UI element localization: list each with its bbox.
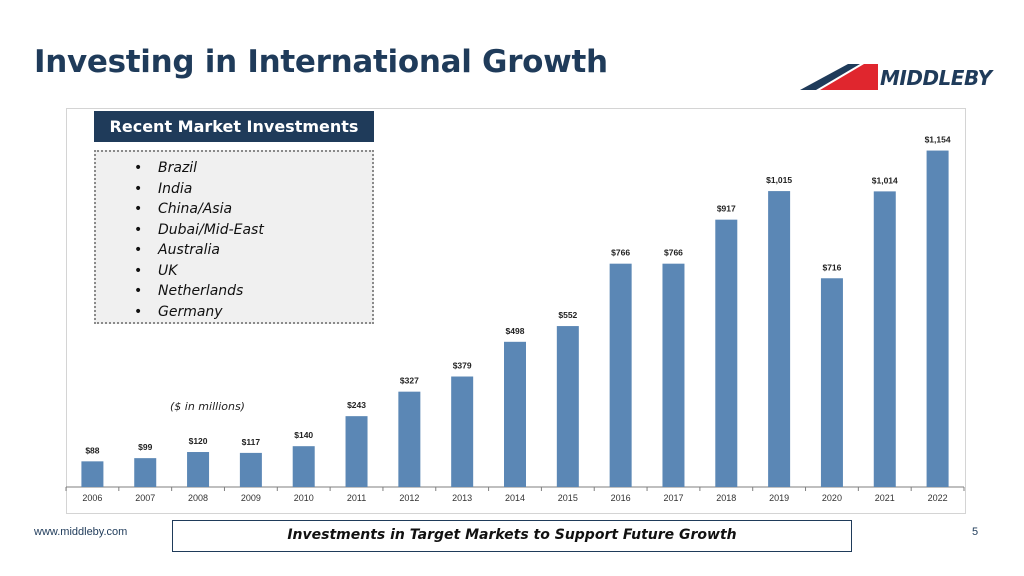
data-label: $88: [85, 445, 99, 455]
x-tick-label: 2006: [82, 493, 102, 503]
data-label: $140: [294, 430, 313, 440]
data-label: $99: [138, 442, 152, 452]
slide-title: Investing in International Growth: [34, 44, 608, 80]
footer-url[interactable]: www.middleby.com: [34, 526, 128, 538]
bar-2017: [662, 263, 685, 487]
bar-2014: [504, 341, 526, 487]
data-label: $917: [717, 204, 736, 214]
x-tick-label: 2013: [452, 493, 472, 503]
x-tick-label: 2022: [928, 493, 948, 503]
x-tick-label: 2021: [875, 493, 895, 503]
data-label: $1,014: [872, 175, 898, 185]
bar-2011: [345, 416, 368, 487]
bar-2019: [768, 191, 791, 488]
market-item: Australia: [134, 240, 372, 261]
bar-2016: [609, 263, 632, 487]
data-label: $327: [400, 376, 419, 386]
footer-message: Investments in Target Markets to Support…: [172, 520, 852, 552]
panel-title: Recent Market Investments: [94, 111, 374, 142]
units-note: ($ in millions): [170, 400, 245, 413]
x-tick-label: 2014: [505, 493, 525, 503]
bar-2013: [451, 376, 474, 487]
bar-2007: [134, 458, 157, 487]
middleby-logo-mark: [800, 64, 878, 90]
data-label: $552: [558, 310, 577, 320]
x-tick-label: 2015: [558, 493, 578, 503]
bar-2021: [873, 191, 896, 487]
market-item: Dubai/Mid-East: [134, 220, 372, 241]
bar-2008: [187, 452, 210, 487]
x-tick-label: 2017: [663, 493, 683, 503]
bar-2006: [81, 461, 104, 487]
bar-2009: [239, 452, 262, 487]
data-label: $243: [347, 400, 366, 410]
bar-2018: [715, 219, 738, 487]
market-item: Netherlands: [134, 281, 372, 302]
data-label: $766: [611, 248, 630, 258]
data-label: $379: [453, 361, 472, 371]
x-tick-label: 2012: [399, 493, 419, 503]
data-label: $498: [506, 326, 525, 336]
data-label: $1,015: [766, 175, 792, 185]
x-tick-label: 2020: [822, 493, 842, 503]
page-number: 5: [972, 526, 979, 538]
market-item: UK: [134, 261, 372, 282]
data-label: $120: [189, 436, 208, 446]
market-item: Germany: [134, 302, 372, 323]
x-tick-label: 2018: [716, 493, 736, 503]
x-tick-label: 2007: [135, 493, 155, 503]
x-tick-label: 2009: [241, 493, 261, 503]
x-tick-label: 2016: [611, 493, 631, 503]
market-item: India: [134, 179, 372, 200]
x-tick-label: 2019: [769, 493, 789, 503]
bar-2020: [820, 278, 843, 487]
markets-list: BrazilIndiaChina/AsiaDubai/Mid-EastAustr…: [96, 152, 372, 322]
data-label: $716: [822, 262, 841, 272]
markets-panel: BrazilIndiaChina/AsiaDubai/Mid-EastAustr…: [94, 150, 374, 324]
market-item: China/Asia: [134, 199, 372, 220]
data-label: $1,154: [925, 135, 951, 145]
market-item: Brazil: [134, 158, 372, 179]
middleby-logo-text: MIDDLEBY: [880, 66, 992, 90]
data-label: $766: [664, 248, 683, 258]
logo-red-stripe: [820, 64, 878, 90]
data-label: $117: [242, 437, 261, 447]
bar-2012: [398, 391, 421, 487]
x-tick-label: 2011: [347, 493, 366, 503]
x-tick-label: 2008: [188, 493, 208, 503]
bar-2010: [292, 446, 315, 487]
x-tick-label: 2010: [294, 493, 314, 503]
logo-navy-stripe: [800, 64, 860, 90]
bar-2022: [926, 150, 949, 487]
bar-2015: [556, 326, 579, 487]
